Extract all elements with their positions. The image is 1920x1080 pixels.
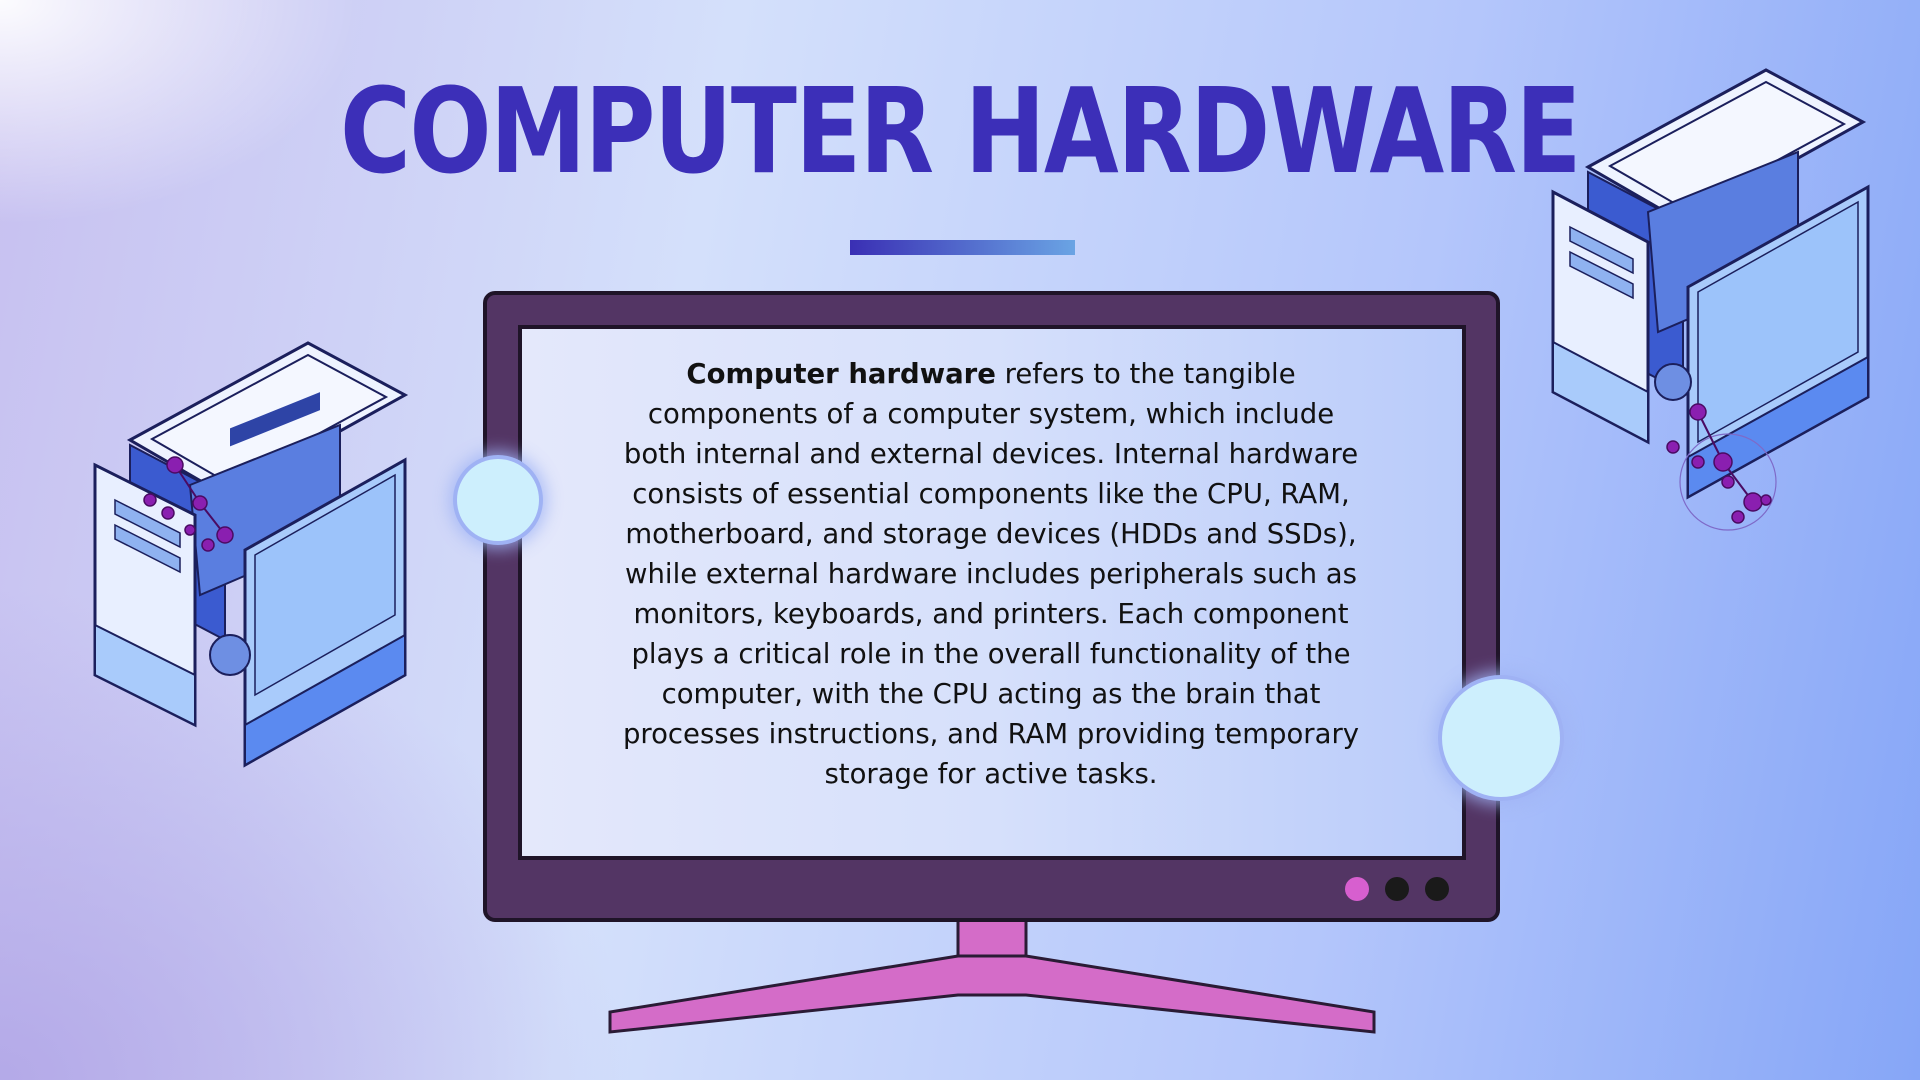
case-side-bottom bbox=[244, 633, 406, 767]
case-side-bottom bbox=[1687, 355, 1869, 499]
molecule-cluster bbox=[143, 456, 234, 552]
case-fan bbox=[1654, 363, 1692, 401]
case-ram-slots bbox=[230, 392, 320, 447]
molecule-cluster bbox=[1666, 403, 1772, 524]
case-front-vent-1 bbox=[114, 498, 181, 549]
screen-body-text: Computer hardware refers to the tangible… bbox=[620, 354, 1362, 794]
computer-case-icon bbox=[1551, 68, 1870, 531]
case-side-glass-inner bbox=[254, 473, 396, 697]
case-side-glass-inner bbox=[1697, 200, 1859, 444]
case-front-vent-1 bbox=[1569, 225, 1634, 275]
monitor-screen bbox=[518, 325, 1466, 860]
case-fan bbox=[209, 634, 251, 676]
title-underline bbox=[850, 240, 1075, 255]
body-description: refers to the tangible components of a c… bbox=[622, 358, 1360, 790]
case-front-vent-2 bbox=[114, 523, 181, 574]
computer-case-icon bbox=[93, 341, 409, 768]
case-front-vent-2 bbox=[1569, 250, 1634, 300]
molecule-ring bbox=[1679, 433, 1777, 531]
monitor-base bbox=[608, 954, 1376, 1034]
bubble-left bbox=[457, 459, 539, 541]
power-dot-dark-2 bbox=[1425, 877, 1449, 901]
bubble-right bbox=[1442, 679, 1560, 797]
body-bold-term: Computer hardware bbox=[686, 358, 996, 390]
case-top-inner bbox=[1607, 80, 1847, 212]
case-front-bottom bbox=[1552, 340, 1649, 444]
monitor-neck bbox=[956, 916, 1028, 958]
slide-title: COMPUTER HARDWARE bbox=[339, 62, 1582, 200]
power-dot-dark-1 bbox=[1385, 877, 1409, 901]
case-front-bottom bbox=[94, 623, 196, 727]
power-dot-pink bbox=[1345, 877, 1369, 901]
